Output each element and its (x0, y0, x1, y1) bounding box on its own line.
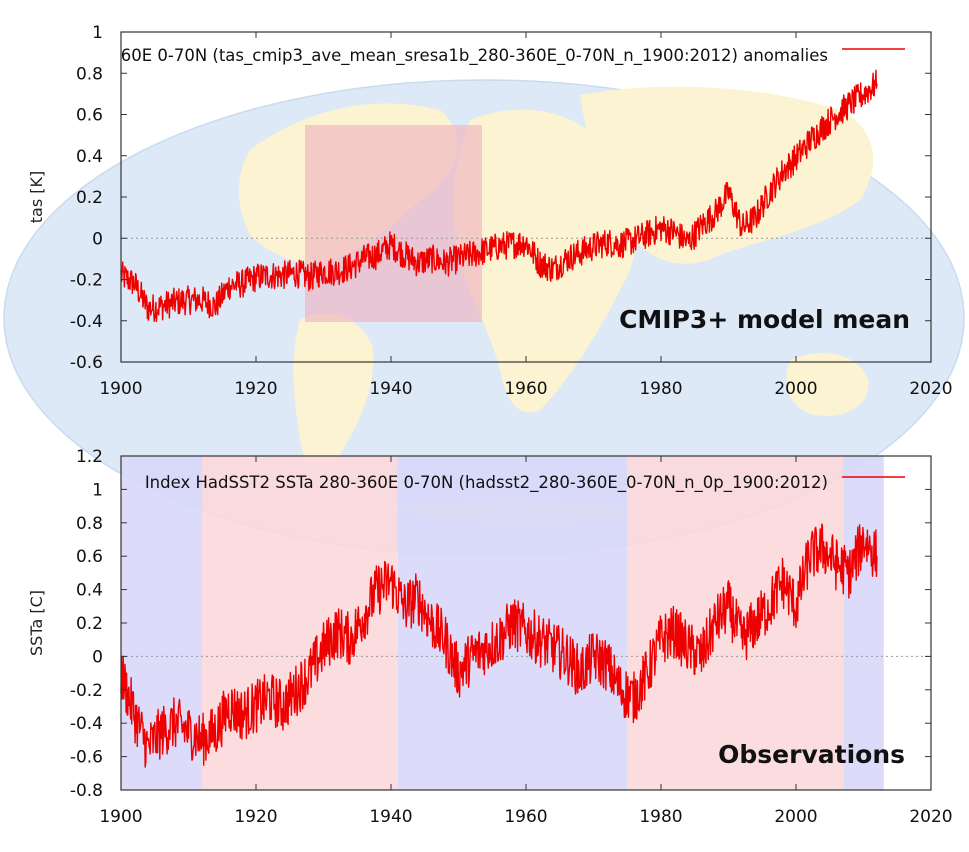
bottom-y-axis-label: SSTa [C] (27, 590, 46, 656)
top-y-axis-label: tas [K] (27, 171, 46, 223)
bottom-legend-label: Index HadSST2 SSTa 280-360E 0-70N (hadss… (145, 473, 828, 493)
top-chart: -0.6-0.4-0.200.20.40.60.81 1900 1920 1940 1… (27, 23, 953, 399)
y-tick-label: -0.6 (70, 353, 103, 373)
top-annotation: CMIP3+ model mean (619, 305, 910, 334)
y-tick-label: -0.4 (70, 714, 103, 734)
x-tick-label: 1960 (504, 379, 547, 399)
background-band (121, 456, 202, 790)
x-tick-label: 1940 (369, 807, 412, 827)
map-south-america (293, 313, 374, 469)
y-tick-label: -0.8 (70, 781, 103, 801)
y-tick-label: 0.2 (76, 614, 103, 634)
top-legend-label: 60E 0-70N (tas_cmip3_ave_mean_sresa1b_28… (121, 46, 828, 66)
background-band (843, 456, 884, 790)
y-tick-label: -0.2 (70, 681, 103, 701)
x-tick-label: 2000 (774, 379, 817, 399)
map-australia (786, 352, 869, 416)
bottom-chart: -0.8-0.6-0.4-0.200.20.40.60.811.2 1900 19… (27, 447, 953, 827)
x-tick-label: 1980 (639, 807, 682, 827)
bottom-y-axis: -0.8 -0.6 -0.4 -0.2 0 0.2 0.4 0.6 0.8 1 1.2 (70, 447, 931, 801)
y-tick-label: 0.2 (76, 188, 103, 208)
y-tick-label: 0 (92, 647, 103, 667)
y-tick-label: -0.2 (70, 271, 103, 291)
y-tick-label: 0.8 (76, 514, 103, 534)
y-tick-label: 0.4 (76, 147, 103, 167)
y-tick-label: -0.4 (70, 312, 103, 332)
top-x-axis: 1900 1920 1940 1960 1980 2000 2020 (99, 32, 953, 399)
top-y-axis: -0.6 -0.4 -0.2 0 0.2 0.4 0.6 0.8 1 (70, 23, 931, 373)
x-tick-label: 1920 (234, 807, 277, 827)
x-tick-label: 1980 (639, 379, 682, 399)
y-tick-label: -0.6 (70, 748, 103, 768)
map-asia (580, 86, 874, 264)
bottom-series-line (120, 523, 878, 768)
x-tick-label: 1960 (504, 807, 547, 827)
x-tick-label: 1940 (369, 379, 412, 399)
top-legend: 60E 0-70N (tas_cmip3_ave_mean_sresa1b_28… (121, 46, 905, 66)
y-tick-label: 0.6 (76, 106, 103, 126)
y-tick-label: 1 (92, 23, 103, 43)
x-tick-label: 2000 (774, 807, 817, 827)
y-tick-label: 0.4 (76, 581, 103, 601)
y-tick-label: 0 (92, 229, 103, 249)
x-tick-label: 2020 (909, 379, 952, 399)
x-tick-label: 1920 (234, 379, 277, 399)
y-tick-label: 1.2 (76, 447, 103, 467)
x-tick-label: 1900 (99, 807, 142, 827)
y-tick-label: 0.8 (76, 64, 103, 84)
x-tick-label: 1900 (99, 379, 142, 399)
bottom-legend: Index HadSST2 SSTa 280-360E 0-70N (hadss… (145, 473, 905, 493)
x-tick-label: 2020 (909, 807, 952, 827)
y-tick-label: 1 (92, 480, 103, 500)
top-series-line (120, 69, 878, 323)
bottom-x-axis: 1900 1920 1940 1960 1980 2000 2020 (99, 456, 953, 827)
y-tick-label: 0.6 (76, 547, 103, 567)
map-region-highlight (305, 125, 482, 322)
bottom-annotation: Observations (718, 740, 905, 769)
